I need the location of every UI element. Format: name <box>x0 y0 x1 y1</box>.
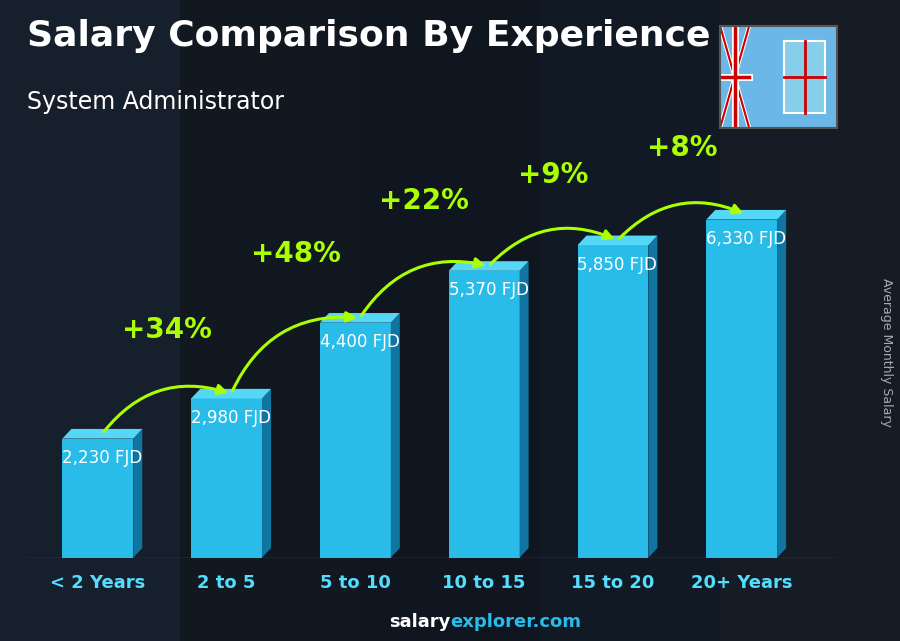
Polygon shape <box>320 322 391 558</box>
Text: +48%: +48% <box>250 240 340 268</box>
Polygon shape <box>648 235 657 558</box>
Text: 6,330 FJD: 6,330 FJD <box>706 230 787 248</box>
Bar <box>785 41 825 113</box>
Text: 5,370 FJD: 5,370 FJD <box>449 281 528 299</box>
Text: +8%: +8% <box>646 134 717 162</box>
Polygon shape <box>391 313 400 558</box>
Polygon shape <box>191 389 271 399</box>
Text: +22%: +22% <box>379 187 469 215</box>
Polygon shape <box>191 399 262 558</box>
Text: 5,850 FJD: 5,850 FJD <box>578 256 657 274</box>
Polygon shape <box>62 429 142 438</box>
Text: 2,230 FJD: 2,230 FJD <box>62 449 142 467</box>
Polygon shape <box>578 235 657 245</box>
Text: +9%: +9% <box>518 160 589 188</box>
Polygon shape <box>777 210 786 558</box>
Polygon shape <box>578 245 648 558</box>
Polygon shape <box>449 271 519 558</box>
Text: 2,980 FJD: 2,980 FJD <box>191 409 271 427</box>
Polygon shape <box>706 219 777 558</box>
Polygon shape <box>449 262 528 271</box>
Polygon shape <box>62 438 133 558</box>
Text: System Administrator: System Administrator <box>27 90 284 113</box>
Text: Average Monthly Salary: Average Monthly Salary <box>880 278 893 427</box>
Text: explorer.com: explorer.com <box>450 613 581 631</box>
Polygon shape <box>262 389 271 558</box>
Polygon shape <box>133 429 142 558</box>
Polygon shape <box>519 262 528 558</box>
Polygon shape <box>320 313 400 322</box>
Text: 4,400 FJD: 4,400 FJD <box>320 333 400 351</box>
Text: Salary Comparison By Experience: Salary Comparison By Experience <box>27 19 710 53</box>
Text: +34%: +34% <box>122 316 212 344</box>
Polygon shape <box>706 210 786 219</box>
Text: salary: salary <box>389 613 450 631</box>
